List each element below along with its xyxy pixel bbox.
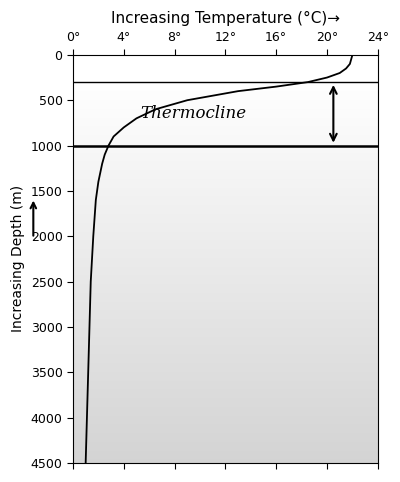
Bar [73,55,378,82]
Text: Thermocline: Thermocline [140,105,247,122]
Y-axis label: Increasing Depth (m): Increasing Depth (m) [11,185,25,333]
X-axis label: Increasing Temperature (°C)→: Increasing Temperature (°C)→ [111,11,340,26]
